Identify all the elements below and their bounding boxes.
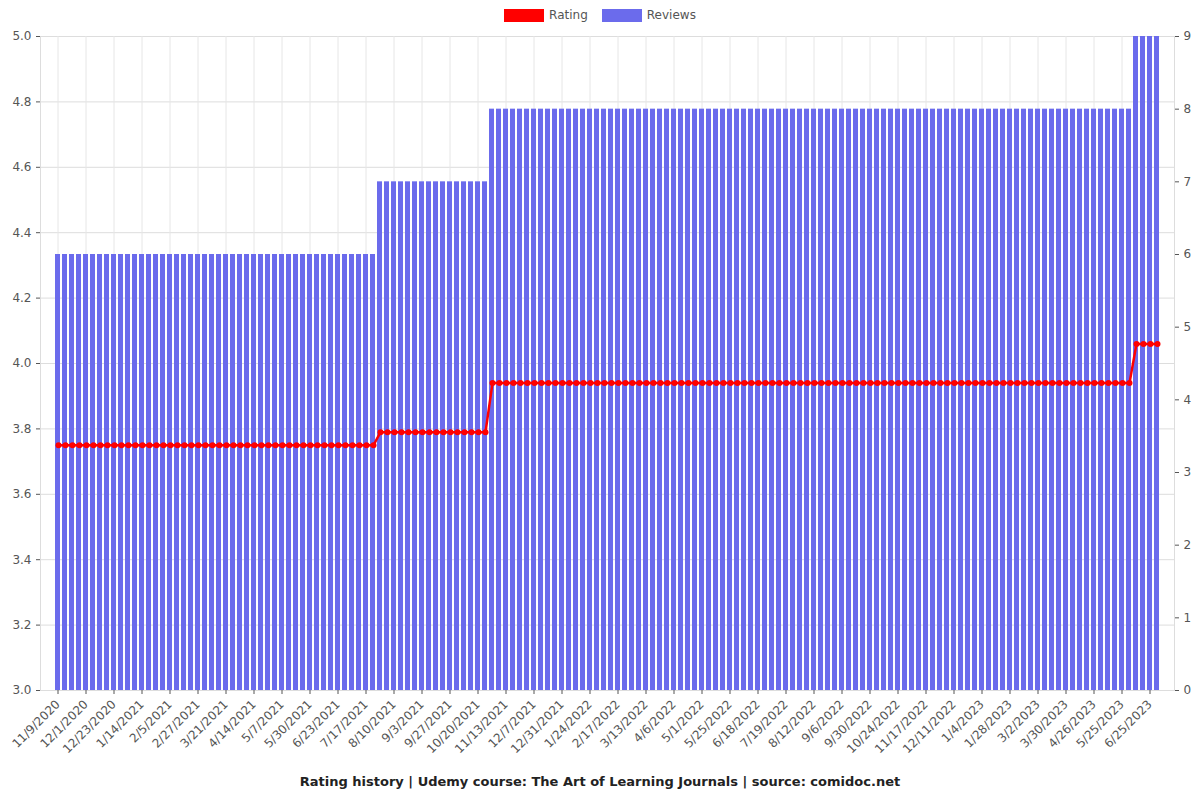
svg-text:11/13/2021: 11/13/2021 bbox=[452, 697, 511, 757]
svg-text:6: 6 bbox=[1184, 247, 1192, 261]
svg-text:12/7/2021: 12/7/2021 bbox=[485, 697, 539, 751]
svg-text:8/12/2022: 8/12/2022 bbox=[765, 697, 819, 751]
svg-text:3/30/2023: 3/30/2023 bbox=[1017, 697, 1071, 751]
svg-text:7/17/2021: 7/17/2021 bbox=[317, 697, 371, 751]
svg-text:3/21/2021: 3/21/2021 bbox=[177, 697, 231, 751]
svg-text:9/6/2022: 9/6/2022 bbox=[798, 697, 847, 746]
svg-text:2/17/2022: 2/17/2022 bbox=[569, 697, 623, 751]
svg-text:2: 2 bbox=[1184, 538, 1192, 552]
svg-text:5/1/2022: 5/1/2022 bbox=[658, 697, 707, 746]
svg-text:3.4: 3.4 bbox=[12, 553, 31, 567]
svg-text:6/18/2022: 6/18/2022 bbox=[709, 697, 763, 751]
svg-text:3.0: 3.0 bbox=[12, 683, 31, 697]
svg-text:11/9/2020: 11/9/2020 bbox=[9, 697, 63, 751]
svg-text:7: 7 bbox=[1184, 175, 1192, 189]
svg-text:12/1/2020: 12/1/2020 bbox=[37, 697, 91, 751]
svg-text:10/20/2021: 10/20/2021 bbox=[424, 697, 483, 757]
html-text:Rating: Rating bbox=[549, 8, 588, 22]
svg-text:11/17/2022: 11/17/2022 bbox=[872, 697, 931, 757]
svg-text:4.2: 4.2 bbox=[12, 291, 31, 305]
svg-text:2/5/2021: 2/5/2021 bbox=[126, 697, 175, 746]
svg-text:1: 1 bbox=[1184, 611, 1192, 625]
svg-text:9: 9 bbox=[1184, 29, 1192, 43]
svg-text:10/24/2022: 10/24/2022 bbox=[844, 697, 903, 757]
svg-text:12/11/2022: 12/11/2022 bbox=[900, 697, 959, 757]
svg-text:4/6/2022: 4/6/2022 bbox=[630, 697, 679, 746]
html-text:Reviews: Reviews bbox=[646, 8, 696, 22]
svg-text:5/30/2021: 5/30/2021 bbox=[261, 697, 315, 751]
svg-text:9/3/2021: 9/3/2021 bbox=[378, 697, 427, 746]
svg-text:6/23/2021: 6/23/2021 bbox=[289, 697, 343, 751]
svg-text:1/24/2022: 1/24/2022 bbox=[541, 697, 595, 751]
svg-text:4.6: 4.6 bbox=[12, 160, 31, 174]
svg-text:8/10/2021: 8/10/2021 bbox=[345, 697, 399, 751]
svg-text:2/27/2021: 2/27/2021 bbox=[149, 697, 203, 751]
svg-text:4.0: 4.0 bbox=[12, 356, 31, 370]
svg-text:3.6: 3.6 bbox=[12, 487, 31, 501]
svg-text:5/7/2021: 5/7/2021 bbox=[238, 697, 287, 746]
svg-text:12/23/2020: 12/23/2020 bbox=[60, 697, 119, 757]
svg-text:3/13/2022: 3/13/2022 bbox=[597, 697, 651, 751]
svg-text:6/25/2023: 6/25/2023 bbox=[1101, 697, 1154, 750]
svg-text:1/14/2021: 1/14/2021 bbox=[93, 697, 147, 751]
html-text:Rating history | Udemy course:: Rating history | Udemy course: The Art o… bbox=[299, 774, 901, 789]
svg-text:3: 3 bbox=[1184, 465, 1192, 479]
svg-text:3/2/2023: 3/2/2023 bbox=[994, 697, 1043, 746]
svg-text:5.0: 5.0 bbox=[12, 29, 31, 43]
svg-text:3.2: 3.2 bbox=[12, 618, 31, 632]
svg-text:9/30/2022: 9/30/2022 bbox=[821, 697, 875, 751]
svg-text:5/25/2022: 5/25/2022 bbox=[681, 697, 735, 751]
svg-text:4/26/2023: 4/26/2023 bbox=[1045, 697, 1099, 751]
svg-text:8: 8 bbox=[1184, 102, 1192, 116]
svg-text:5/25/2023: 5/25/2023 bbox=[1073, 697, 1127, 751]
svg-text:4.8: 4.8 bbox=[12, 95, 31, 109]
svg-text:1/28/2023: 1/28/2023 bbox=[961, 697, 1015, 751]
svg-text:0: 0 bbox=[1184, 683, 1192, 697]
svg-text:9/27/2021: 9/27/2021 bbox=[401, 697, 455, 751]
svg-text:5: 5 bbox=[1184, 320, 1192, 334]
svg-text:3.8: 3.8 bbox=[12, 422, 31, 436]
svg-text:1/4/2023: 1/4/2023 bbox=[938, 697, 987, 746]
svg-text:4: 4 bbox=[1184, 393, 1192, 407]
svg-text:4/14/2021: 4/14/2021 bbox=[205, 697, 259, 751]
svg-text:7/19/2022: 7/19/2022 bbox=[737, 697, 791, 751]
svg-text:4.4: 4.4 bbox=[12, 226, 31, 240]
svg-text:12/31/2021: 12/31/2021 bbox=[508, 697, 567, 757]
